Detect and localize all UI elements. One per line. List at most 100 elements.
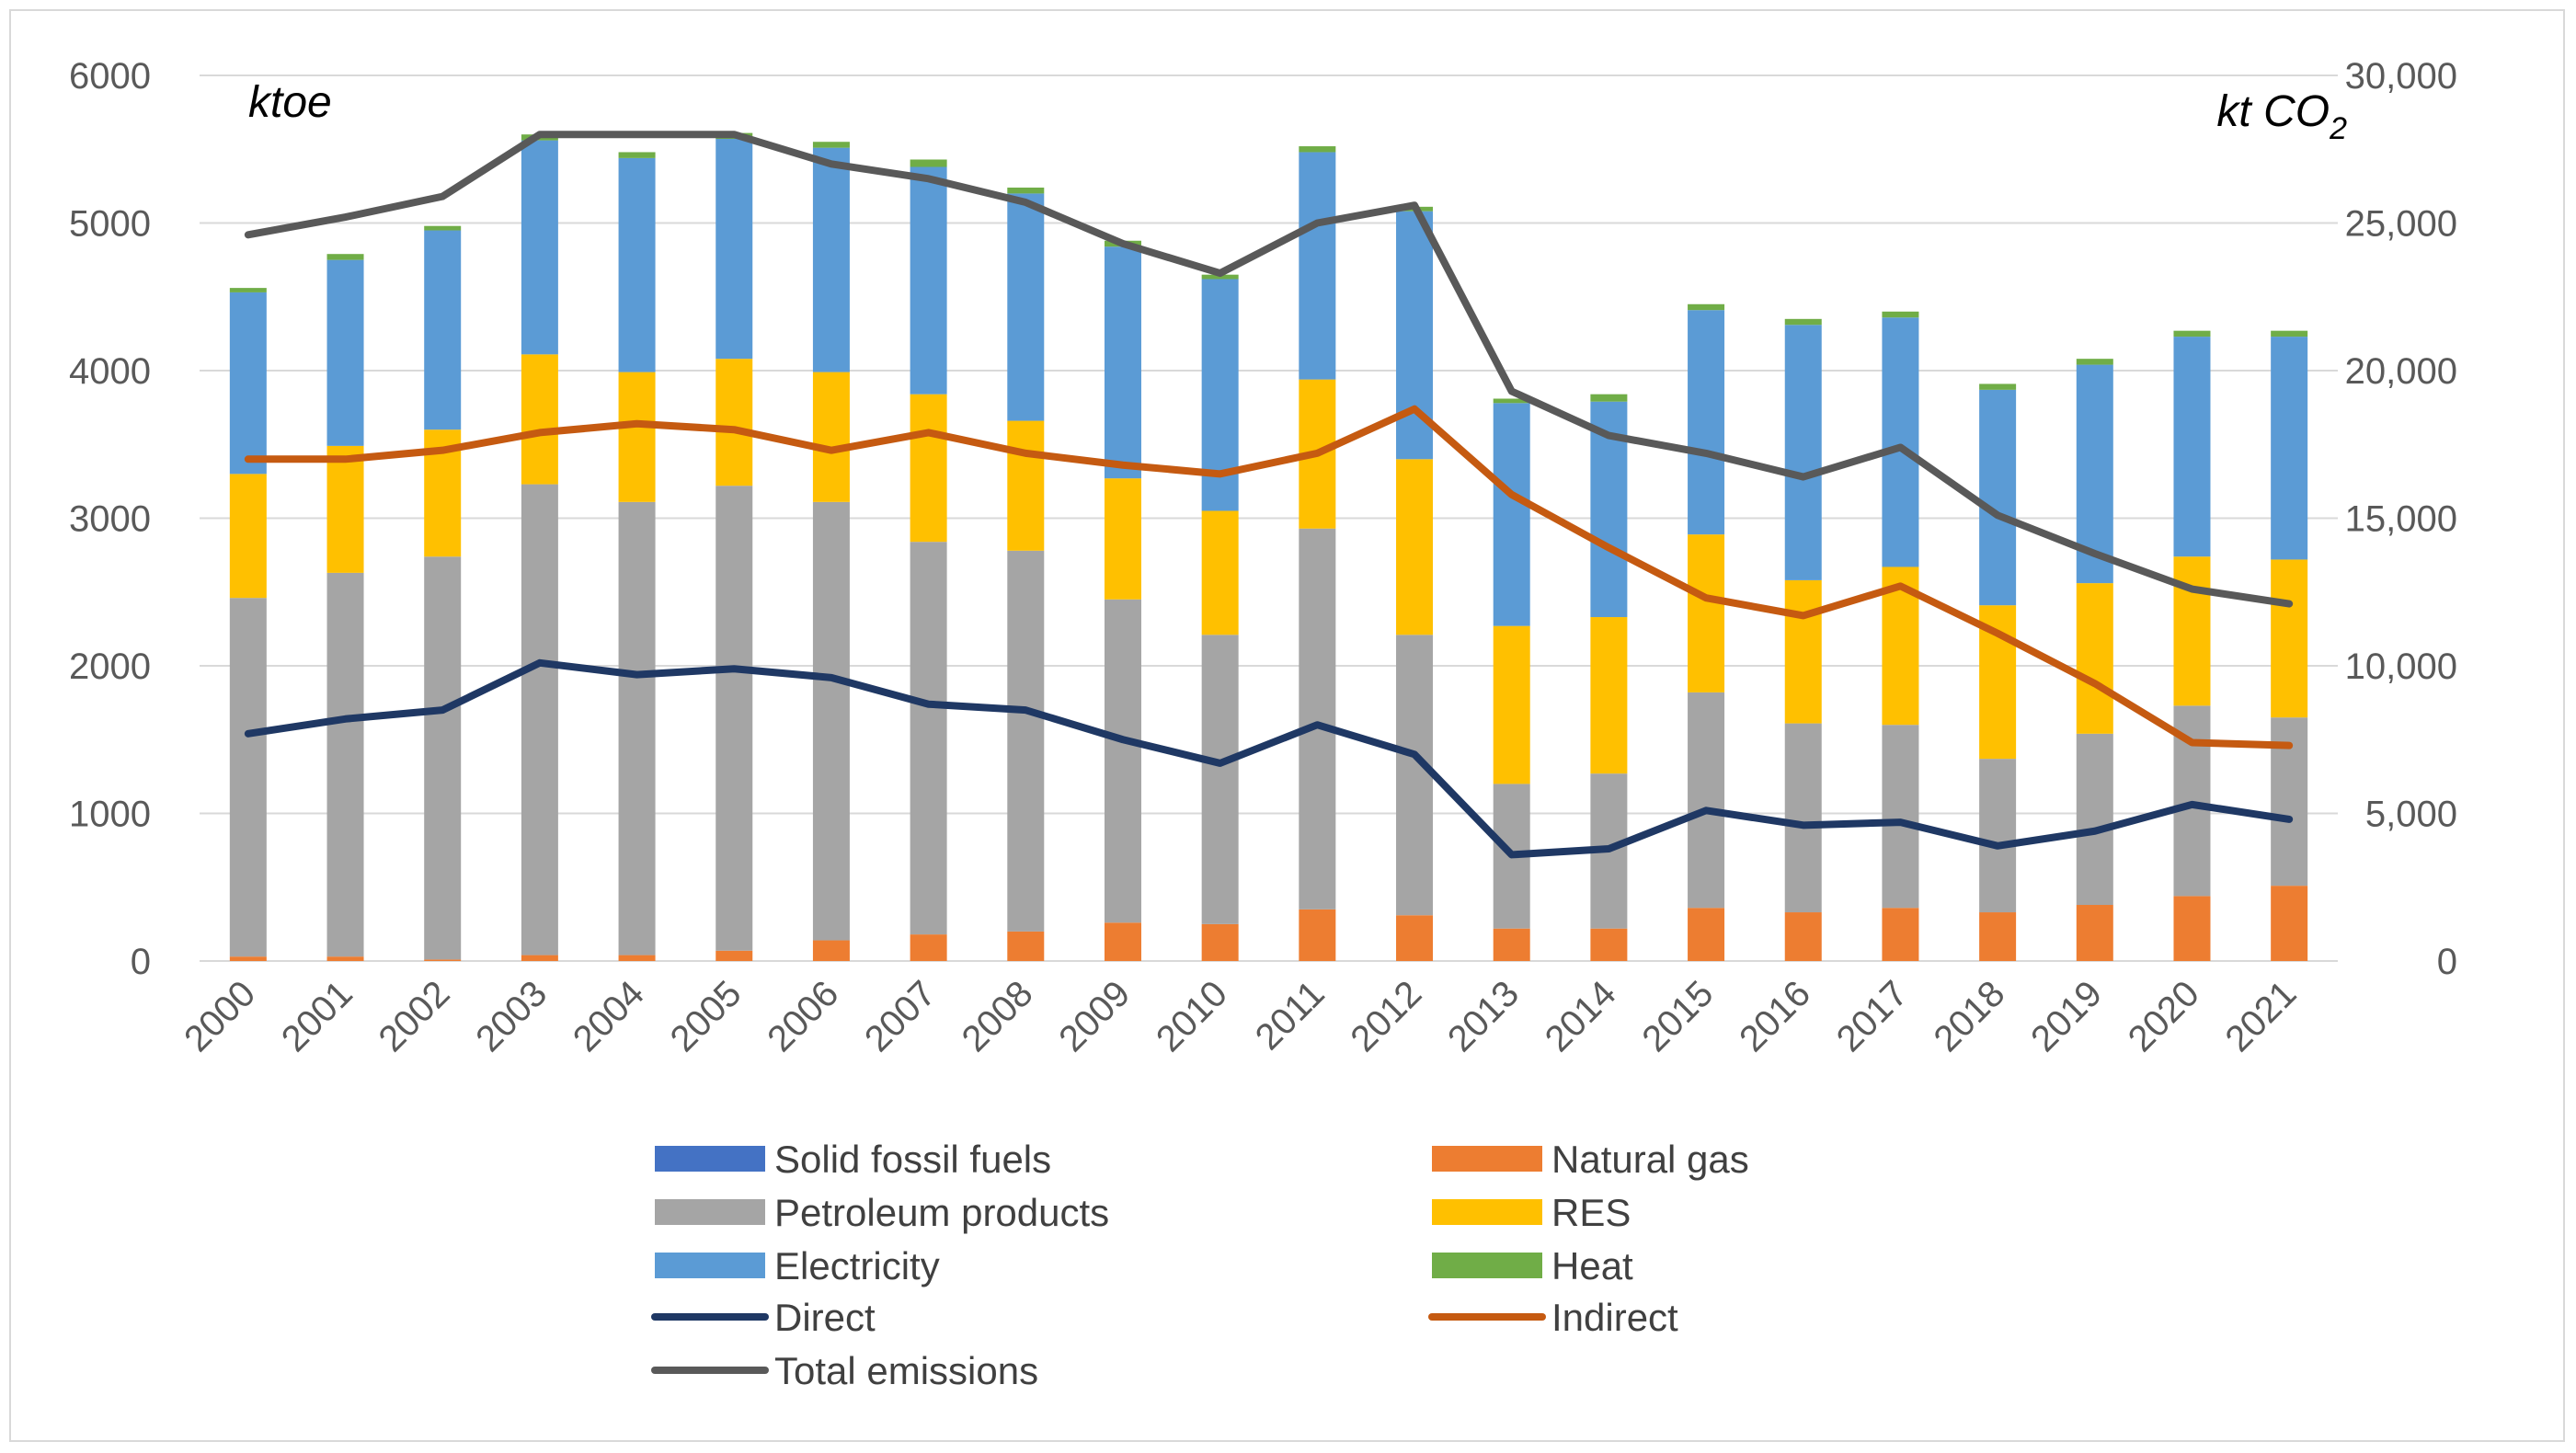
bar-electricity-2003 [521,140,558,355]
x-tick-label: 2012 [1343,973,1429,1059]
bar-heat-2014 [1590,394,1628,402]
bar-res-2014 [1590,617,1628,774]
bar-electricity-2002 [424,230,462,430]
legend: Solid fossil fuels Natural gas Petroleum p… [651,1138,1749,1392]
bar-natural-gas-2008 [1007,931,1045,961]
bar-natural-gas-2009 [1104,922,1141,961]
bar-petroleum-products-2016 [1784,723,1822,913]
bar-natural-gas-2005 [716,950,753,961]
bar-electricity-2018 [1979,389,2017,606]
bar-res-2003 [521,354,558,485]
bar-electricity-2008 [1007,193,1045,421]
x-tick-label: 2021 [2217,973,2304,1059]
bar-electricity-2006 [812,147,850,372]
bar-heat-2010 [1201,274,1239,280]
x-tick-label: 2013 [1440,973,1527,1059]
legend-swatch-electricity [655,1253,765,1278]
chart-svg: 0 1000 2000 3000 4000 5000 6000 0 5,000 10,000 15… [69,56,2457,1392]
bar-res-2007 [910,394,947,543]
left-axis-ticks: 0 1000 2000 3000 4000 5000 6000 [69,56,151,982]
bar-petroleum-products-2011 [1299,528,1336,910]
bar-petroleum-products-2018 [1979,759,2017,913]
bar-electricity-2020 [2173,337,2211,557]
left-axis-label: ktoe [248,78,332,127]
x-tick-label: 2008 [955,973,1041,1059]
bar-electricity-2009 [1104,246,1141,479]
bar-natural-gas-2016 [1784,912,1822,961]
gridlines [200,74,2338,962]
right-axis-label: kt CO2 [2216,87,2347,146]
bar-electricity-2021 [2271,337,2308,560]
bar-petroleum-products-2019 [2076,733,2113,906]
bar-petroleum-products-2012 [1396,635,1434,916]
x-tick-label: 2011 [1248,973,1333,1058]
left-tick-label: 2000 [69,646,151,687]
bar-res-2008 [1007,420,1045,551]
bar-heat-2007 [910,159,947,167]
legend-label-direct: Direct [774,1296,876,1339]
bar-electricity-2005 [716,139,753,360]
bar-natural-gas-2014 [1590,928,1628,961]
left-tick-label: 1000 [69,795,151,835]
legend-label-heat: Heat [1551,1244,1633,1287]
bar-natural-gas-2018 [1979,912,2017,961]
legend-label-natural-gas: Natural gas [1551,1138,1749,1181]
legend-swatch-res [1432,1199,1542,1225]
bar-electricity-2016 [1784,325,1822,580]
legend-swatch-natural-gas [1432,1146,1542,1172]
bar-natural-gas-2001 [326,956,364,961]
legend-label-indirect: Indirect [1551,1296,1678,1339]
right-tick-label: 20,000 [2345,351,2457,392]
x-tick-label: 2017 [1829,973,1916,1059]
bar-petroleum-products-2008 [1007,550,1045,932]
bar-petroleum-products-2004 [618,501,656,955]
x-tick-label: 2007 [857,973,944,1059]
bar-petroleum-products-2002 [424,556,462,960]
left-tick-label: 0 [131,942,151,982]
right-tick-label: 30,000 [2345,56,2457,97]
bar-petroleum-products-2015 [1688,692,1725,909]
bar-heat-2002 [424,225,462,231]
bar-natural-gas-2000 [229,956,267,961]
bar-electricity-2004 [618,157,656,372]
bar-res-2010 [1201,510,1239,635]
bar-heat-2006 [812,142,850,148]
bar-petroleum-products-2007 [910,542,947,935]
right-tick-label: 15,000 [2345,499,2457,540]
left-tick-label: 3000 [69,499,151,540]
x-tick-label: 2005 [663,973,750,1059]
lines-layer [244,131,2294,859]
bar-natural-gas-2002 [424,959,462,961]
bar-electricity-2000 [229,292,267,475]
bar-petroleum-products-2009 [1104,599,1141,923]
bar-res-2006 [812,372,850,502]
left-tick-label: 4000 [69,351,151,392]
bar-heat-2016 [1784,318,1822,326]
bar-res-2016 [1784,579,1822,724]
bar-heat-2017 [1882,311,1919,318]
legend-label-res: RES [1551,1191,1631,1234]
x-tick-label: 2001 [274,973,361,1059]
bars-layer [229,132,2308,961]
bar-res-2004 [618,372,656,502]
bar-natural-gas-2010 [1201,923,1239,961]
bar-natural-gas-2011 [1299,909,1336,961]
bar-heat-2000 [229,288,267,292]
bar-natural-gas-2015 [1688,908,1725,961]
bar-res-2005 [716,359,753,486]
bar-natural-gas-2021 [2271,886,2308,961]
bar-heat-2015 [1688,303,1725,311]
bar-natural-gas-2017 [1882,908,1919,961]
bar-natural-gas-2006 [812,940,850,961]
bar-res-2015 [1688,534,1725,692]
bar-heat-2013 [1493,398,1530,404]
bar-res-2020 [2173,556,2211,706]
bar-natural-gas-2013 [1493,928,1530,961]
bar-electricity-2013 [1493,403,1530,626]
bar-res-2021 [2271,559,2308,718]
bar-res-2019 [2076,583,2113,734]
legend-label-solid-fossil-fuels: Solid fossil fuels [774,1138,1051,1181]
bar-natural-gas-2019 [2076,905,2113,961]
bar-res-2012 [1396,459,1434,635]
x-tick-label: 2015 [1634,973,1721,1059]
